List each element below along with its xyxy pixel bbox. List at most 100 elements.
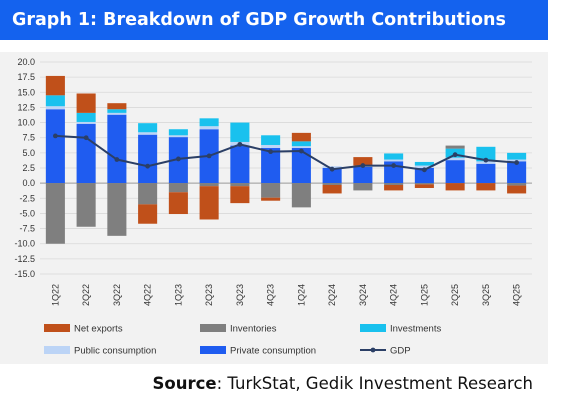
bar-net-exports-4q22 [138, 204, 158, 224]
y-tick-label: -12.5 [14, 254, 35, 264]
bar-investments-1q24 [291, 141, 311, 147]
y-tick-label: 7.5 [22, 133, 35, 143]
gdp-point-4q24 [391, 163, 397, 168]
legend-swatch-investments [360, 324, 386, 332]
bar-inventories-3q23 [230, 183, 250, 187]
bar-private-consumption-3q25 [476, 163, 496, 184]
legend-label-public-consumption: Public consumption [74, 346, 156, 357]
bar-net-exports-2q24 [322, 184, 342, 194]
gdp-point-3q24 [360, 163, 366, 168]
legend-swatch-net-exports [44, 324, 70, 332]
x-tick-label: 4Q23 [266, 284, 276, 306]
bar-investments-4q23 [261, 135, 281, 145]
x-tick-label: 2Q24 [327, 284, 337, 306]
bar-private-consumption-2q25 [445, 160, 465, 184]
bar-private-consumption-3q23 [230, 145, 250, 184]
x-tick-label: 3Q25 [481, 284, 491, 306]
chart-title: Graph 1: Breakdown of GDP Growth Contrib… [0, 0, 548, 40]
legend-marker-gdp [370, 347, 376, 353]
legend-label-investments: Investments [390, 324, 441, 335]
bar-net-exports-2q22 [76, 93, 96, 113]
gdp-point-1q22 [52, 133, 58, 139]
bar-investments-1q22 [45, 95, 65, 107]
y-tick-label: 17.5 [17, 72, 35, 82]
gdp-point-2q25 [452, 152, 458, 158]
bar-public-consumption-3q25 [476, 161, 496, 164]
gdp-point-3q25 [483, 157, 489, 163]
y-tick-label: 12.5 [17, 102, 35, 112]
bar-investments-3q25 [476, 146, 496, 162]
bar-inventories-3q24 [353, 183, 373, 191]
bar-inventories-1q22 [45, 183, 65, 244]
bar-inventories-4q23 [261, 183, 281, 198]
bar-public-consumption-2q25 [445, 157, 465, 161]
bar-public-consumption-1q25 [414, 165, 434, 168]
y-tick-label: 0.0 [22, 178, 35, 188]
gdp-point-2q23 [206, 153, 212, 159]
gdp-point-1q24 [298, 148, 304, 154]
bar-investments-2q22 [76, 112, 96, 122]
x-tick-label: 3Q24 [358, 284, 368, 306]
source-label: Source [152, 374, 217, 393]
bar-private-consumption-3q22 [107, 114, 127, 184]
bar-net-exports-3q25 [476, 183, 496, 191]
bar-private-consumption-3q24 [353, 166, 373, 184]
bar-inventories-1q25 [414, 183, 434, 185]
legend-swatch-public-consumption [44, 346, 70, 354]
x-tick-label: 1Q22 [50, 284, 60, 306]
bar-inventories-1q23 [168, 183, 188, 193]
bar-net-exports-4q24 [384, 184, 404, 191]
gdp-point-3q23 [237, 141, 243, 147]
legend-label-private-consumption: Private consumption [230, 346, 316, 357]
bar-net-exports-1q24 [291, 132, 311, 142]
y-tick-label: 10.0 [17, 118, 35, 128]
x-tick-label: 3Q22 [112, 284, 122, 306]
x-tick-label: 2Q22 [81, 284, 91, 306]
bar-net-exports-3q22 [107, 103, 127, 110]
gdp-line [55, 134, 517, 171]
bar-public-consumption-4q24 [384, 159, 404, 162]
gdp-contributions-chart: 20.0 17.5 15.0 12.5 10.0 7.5 5.0 2.5 0.0 -2.5 -5.0… [14, 57, 532, 357]
bar-net-exports-3q23 [230, 186, 250, 204]
bar-inventories-2q25 [445, 145, 465, 149]
legend-swatch-inventories [200, 324, 226, 332]
legend-label-inventories: Inventories [230, 324, 277, 335]
bar-private-consumption-1q22 [45, 109, 65, 184]
bar-net-exports-3q24 [353, 157, 373, 166]
bar-inventories-3q22 [107, 183, 127, 236]
bar-inventories-4q22 [138, 183, 158, 205]
x-tick-label: 1Q25 [419, 284, 429, 306]
bar-inventories-4q24 [384, 183, 404, 185]
bar-net-exports-1q23 [168, 192, 188, 215]
gdp-point-4q22 [145, 163, 151, 169]
bar-public-consumption-4q22 [138, 132, 158, 135]
bar-investments-2q23 [199, 118, 219, 127]
bar-public-consumption-1q24 [291, 146, 311, 149]
source-note: Source: TurkStat, Gedik Investment Resea… [153, 374, 533, 393]
y-tick-label: -2.5 [19, 193, 35, 203]
legend-label-gdp: GDP [390, 346, 411, 357]
x-tick-label: 2Q25 [450, 284, 460, 306]
gdp-point-1q23 [175, 156, 181, 162]
gdp-point-1q25 [421, 167, 427, 173]
gdp-point-2q24 [329, 166, 335, 172]
bar-investments-4q25 [507, 152, 527, 160]
y-tick-label: -15.0 [14, 269, 35, 279]
bar-public-consumption-2q23 [199, 126, 219, 130]
bar-net-exports-1q25 [414, 184, 434, 188]
gdp-point-4q25 [514, 160, 520, 165]
bar-net-exports-4q25 [507, 185, 527, 194]
y-tick-label: -7.5 [19, 224, 35, 234]
bar-investments-3q23 [230, 122, 250, 142]
x-tick-label: 4Q22 [143, 284, 153, 306]
bar-public-consumption-3q22 [107, 112, 127, 115]
bar-public-consumption-4q23 [261, 144, 281, 149]
bar-investments-4q24 [384, 153, 404, 160]
gdp-point-2q22 [83, 135, 89, 141]
x-tick-label: 2Q23 [204, 284, 214, 306]
bar-private-consumption-4q22 [138, 134, 158, 184]
gdp-point-3q22 [114, 157, 120, 162]
bar-public-consumption-2q22 [76, 121, 96, 124]
gdp-point-4q23 [268, 149, 274, 155]
y-tick-label: 15.0 [17, 87, 35, 97]
